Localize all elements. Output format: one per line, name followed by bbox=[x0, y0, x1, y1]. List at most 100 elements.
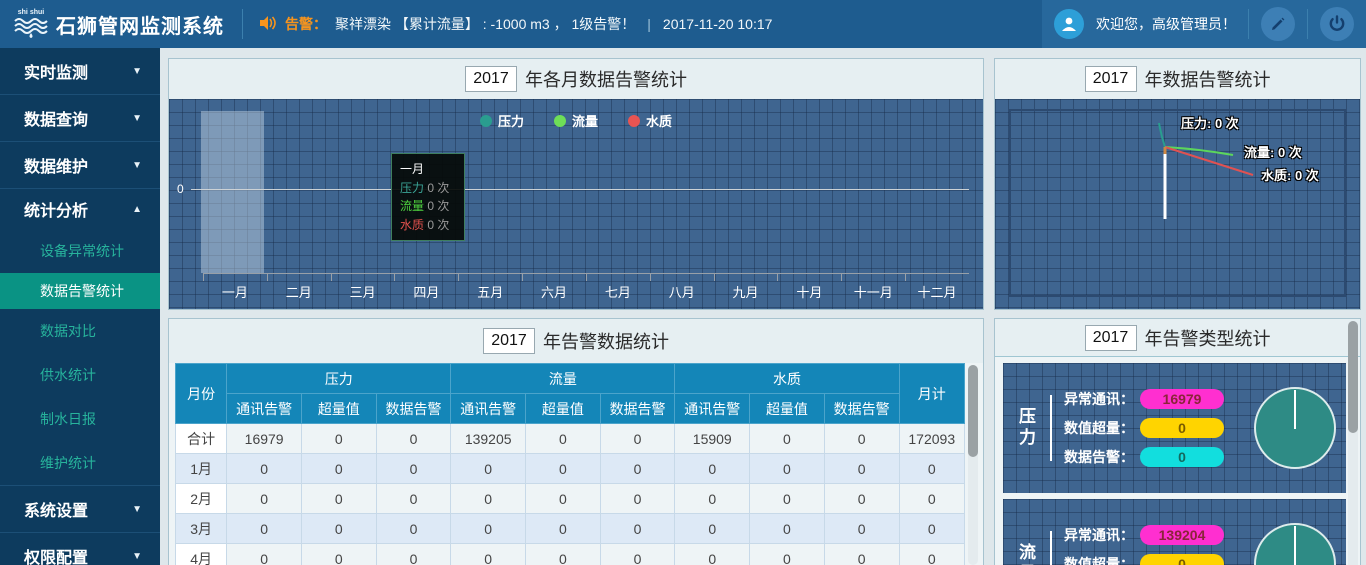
col-subheader: 超量值 bbox=[300, 393, 377, 424]
cell-value: 0 bbox=[823, 543, 900, 565]
pie-label-quality: 水质: 0 次 bbox=[1261, 168, 1319, 183]
year-input[interactable] bbox=[1084, 324, 1137, 351]
row-total: 172093 bbox=[898, 423, 966, 454]
app-title: 石狮管网监测系统 bbox=[56, 15, 224, 38]
chevron-down-icon: ▼ bbox=[132, 112, 142, 124]
legend-dot-icon bbox=[479, 114, 492, 127]
type-cards: 压力 异常通讯： 16979 数值超量： 0 数据告警： 0 流量 异常通讯： 139204 数值超… bbox=[995, 357, 1360, 565]
sidebar-item-data-query[interactable]: 数据查询 ▼ bbox=[0, 95, 160, 142]
tooltip-label: 水质 bbox=[400, 217, 425, 232]
power-button[interactable] bbox=[1320, 7, 1354, 41]
tick-mark bbox=[713, 274, 715, 281]
pie-chart-icon bbox=[1254, 387, 1336, 469]
nav-label: 实时监测 bbox=[24, 65, 89, 82]
month-tick: 八月 bbox=[649, 274, 714, 301]
sidebar-item-water-daily[interactable]: 制水日报 bbox=[0, 397, 160, 441]
nav-label: 系统设置 bbox=[24, 503, 89, 520]
col-subheader: 超量值 bbox=[749, 393, 825, 424]
user-avatar-icon[interactable] bbox=[1054, 9, 1084, 39]
table-row: 2月 0 0 0 0 0 0 0 0 0 0 bbox=[174, 483, 966, 514]
stat-badge: 0 bbox=[1140, 447, 1224, 467]
sidebar-item-statistics[interactable]: 统计分析 ▲ bbox=[0, 189, 160, 229]
tick-mark bbox=[777, 274, 779, 281]
stat-label: 数值超量： bbox=[1064, 556, 1134, 565]
year-pie-chart[interactable]: 压力: 0 次 流量: 0 次 水质: 0 次 bbox=[995, 99, 1360, 309]
sidebar-item-maintenance-stats[interactable]: 维护统计 bbox=[0, 441, 160, 485]
cell-value: 15909 bbox=[674, 423, 751, 454]
tick-mark bbox=[841, 274, 843, 281]
sidebar-item-data-alarm-stats[interactable]: 数据告警统计 bbox=[0, 273, 160, 309]
cell-value: 16979 bbox=[226, 423, 302, 454]
stat-rows: 异常通讯： 16979 数值超量： 0 数据告警： 0 bbox=[1064, 389, 1242, 467]
sidebar-item-data-maintenance[interactable]: 数据维护 ▼ bbox=[0, 142, 160, 189]
sidebar-item-realtime[interactable]: 实时监测 ▼ bbox=[0, 48, 160, 95]
tooltip-value: 0 次 bbox=[427, 180, 450, 195]
table-row: 3月 0 0 0 0 0 0 0 0 0 0 bbox=[174, 513, 966, 544]
chart-tooltip: 一月 压力:0 次 流量:0 次 水质:0 次 bbox=[391, 153, 465, 242]
year-input[interactable] bbox=[483, 328, 535, 354]
nav-label: 权限配置 bbox=[24, 550, 89, 565]
sidebar-item-device-anomaly[interactable]: 设备异常统计 bbox=[0, 229, 160, 273]
tooltip-value: 0 次 bbox=[427, 199, 450, 214]
year-input[interactable] bbox=[1084, 66, 1137, 92]
month-label: 二月 bbox=[285, 285, 312, 300]
cell-value: 0 bbox=[599, 453, 676, 484]
sidebar-item-data-compare[interactable]: 数据对比 bbox=[0, 309, 160, 353]
sidebar-item-permissions[interactable]: 权限配置 ▼ bbox=[0, 533, 160, 565]
row-total: 0 bbox=[898, 513, 966, 544]
nav-label: 制水日报 bbox=[40, 411, 96, 427]
row-month: 2月 bbox=[174, 483, 228, 514]
sidebar-item-water-supply[interactable]: 供水统计 bbox=[0, 353, 160, 397]
cell-value: 0 bbox=[450, 453, 527, 484]
month-tick: 二月 bbox=[266, 274, 331, 301]
cell-value: 0 bbox=[226, 453, 302, 484]
cell-value: 0 bbox=[300, 483, 377, 514]
month-tick: 一月 bbox=[203, 274, 267, 301]
legend-item: 压力 bbox=[479, 111, 524, 130]
monthly-panel-header: 年各月数据告警统计 bbox=[169, 59, 983, 99]
month-tick: 十一月 bbox=[841, 274, 905, 301]
scrollbar-thumb[interactable] bbox=[1348, 321, 1358, 433]
table-scrollbar[interactable] bbox=[968, 365, 978, 565]
stat-label: 数据告警： bbox=[1064, 449, 1134, 465]
panel-scrollbar[interactable] bbox=[1348, 321, 1358, 565]
stat-row: 异常通讯： 16979 bbox=[1064, 389, 1242, 409]
header-user-area: 欢迎您，高级管理员！ bbox=[1042, 0, 1366, 48]
chevron-down-icon: ▼ bbox=[132, 159, 142, 171]
month-label: 十一月 bbox=[853, 285, 893, 300]
chevron-down-icon: ▼ bbox=[132, 65, 142, 77]
row-month: 1月 bbox=[174, 453, 228, 484]
cell-value: 139205 bbox=[450, 423, 527, 454]
col-subheader: 通讯告警 bbox=[226, 393, 302, 424]
year-input[interactable] bbox=[465, 66, 517, 92]
tick-mark bbox=[649, 274, 651, 281]
month-label: 一月 bbox=[221, 285, 248, 300]
cell-value: 0 bbox=[375, 423, 452, 454]
alarm-type-panel: 年告警类型统计 压力异常通讯：16979数值超量：0数据告警：0流量异常通讯：1… bbox=[994, 318, 1361, 565]
month-label: 八月 bbox=[668, 285, 695, 300]
panel-title: 年告警数据统计 bbox=[543, 332, 669, 352]
month-label: 三月 bbox=[349, 285, 376, 300]
edit-button[interactable] bbox=[1261, 7, 1295, 41]
tick-mark bbox=[522, 274, 524, 281]
cell-value: 0 bbox=[599, 423, 676, 454]
waves-logo-icon: shi shui bbox=[14, 9, 48, 39]
month-tick: 七月 bbox=[585, 274, 650, 301]
type-panel-header: 年告警类型统计 bbox=[995, 319, 1360, 357]
col-subheader: 数据告警 bbox=[375, 393, 452, 424]
logo-subtext: shi shui bbox=[17, 9, 45, 16]
cell-value: 0 bbox=[823, 453, 900, 484]
stat-row: 数值超量： 0 bbox=[1064, 554, 1242, 565]
chart-legend: 压力 流量 水质 bbox=[169, 111, 983, 130]
legend-item: 水质 bbox=[628, 111, 672, 130]
cell-value: 0 bbox=[749, 483, 825, 514]
tooltip-label: 压力 bbox=[400, 180, 425, 195]
monthly-chart[interactable]: 压力 流量 水质 0 一月 压力:0 次 流量:0 次 水质:0 次 一月 二月 三月四… bbox=[169, 99, 983, 309]
cell-value: 0 bbox=[525, 453, 601, 484]
panel-title: 年各月数据告警统计 bbox=[525, 70, 687, 90]
cell-value: 0 bbox=[674, 453, 751, 484]
sidebar-item-system-settings[interactable]: 系统设置 ▼ bbox=[0, 486, 160, 533]
scrollbar-thumb[interactable] bbox=[968, 365, 978, 457]
